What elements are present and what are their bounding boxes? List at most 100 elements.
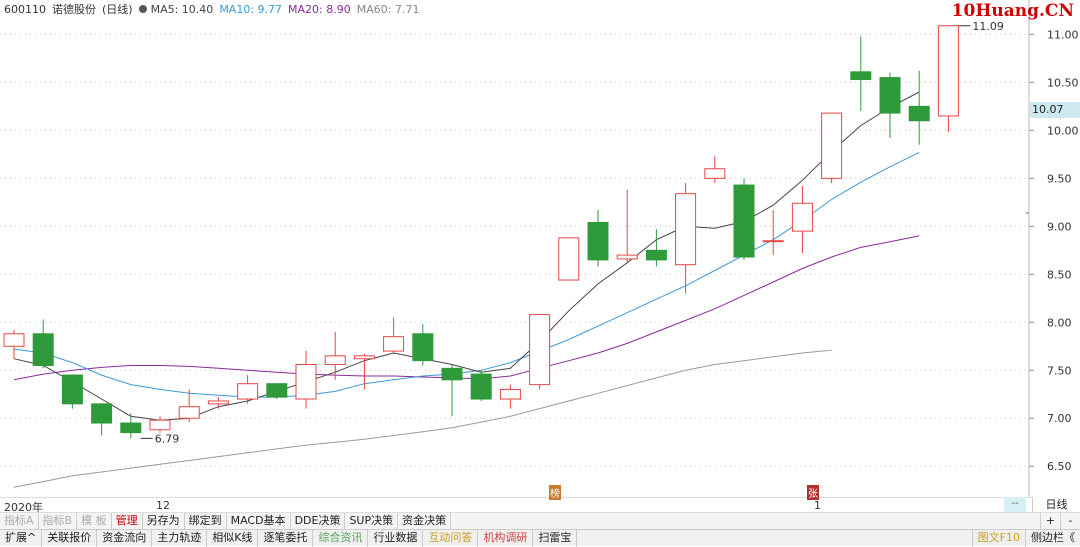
ma5-label: MA5: 10.40 [138,3,213,16]
tab-f10[interactable]: 图文F10 [971,529,1025,547]
tab-tick-orders[interactable]: 逐笔委托 [258,529,314,547]
tab-indicator-b[interactable]: 指标B [39,512,78,530]
tab-related-quotes[interactable]: 关联报价 [42,529,98,547]
marker-bang[interactable]: 榜 [549,485,561,500]
tab-similar-k[interactable]: 相似K线 [207,529,259,547]
y-tick-label: 6.50 [1047,460,1072,473]
marker-zhang[interactable]: 张 [807,485,819,500]
candle[interactable] [558,237,580,281]
y-tick-label: 7.50 [1047,364,1072,377]
candle[interactable] [412,324,434,366]
candle[interactable] [470,370,492,401]
price-annotation: 11.09 [958,20,1004,33]
candle[interactable] [383,317,405,353]
candle[interactable] [616,189,638,263]
annotations: 6.79 11.09 [140,20,1004,445]
y-tick-label: 8.50 [1047,268,1072,281]
tab-sidebar[interactable]: 侧边栏《 [1025,529,1080,547]
tab-macd[interactable]: MACD基本 [227,512,291,530]
candle[interactable] [237,375,259,404]
ma60-label: MA60: 7.71 [356,2,420,16]
candle[interactable] [587,210,609,267]
tab-main-track[interactable]: 主力轨迹 [152,529,208,547]
candle[interactable] [499,384,521,409]
candle[interactable] [91,403,113,436]
watermark: 10Huang.CN [951,1,1074,21]
candle[interactable] [441,364,463,417]
tab-qa[interactable]: 互动问答 [423,529,479,547]
ma10-label: MA10: 9.77 [219,2,283,16]
zoom-controls: + - [1040,512,1080,530]
ma5-dot-icon [138,4,147,13]
y-tick-label: 8.00 [1047,316,1072,329]
candle[interactable] [3,329,25,359]
tab-industry-data[interactable]: 行业数据 [368,529,424,547]
tab-expand[interactable]: 扩展^ [0,529,43,547]
candle[interactable] [850,36,872,112]
candle[interactable] [178,389,200,423]
tab-institution[interactable]: 机构调研 [478,529,534,547]
candle[interactable] [645,229,667,267]
candle[interactable] [32,319,54,369]
period-selector[interactable]: 日线 [1032,497,1080,512]
tab-mine-sweeper[interactable]: 扫雷宝 [533,529,578,547]
svg-text:6.79: 6.79 [155,432,180,445]
candle[interactable] [821,112,843,184]
candle[interactable] [937,25,959,133]
stock-name: 诺德股份 [52,3,96,16]
tab-news[interactable]: 综合资讯 [313,529,369,547]
tab-manage[interactable]: 管理 [112,512,143,530]
candle[interactable] [149,416,171,433]
date-label-year: 2020年 [4,501,43,514]
current-price-label: 10.07 [1030,102,1080,118]
candle[interactable] [295,351,317,409]
candles[interactable] [3,25,959,439]
price-axis: 11.00 10.50 10.00 9.50 9.00 8.50 8.00 7.50 7.00 6… [1026,0,1079,512]
tab-indicator-a[interactable]: 指标A [0,512,39,530]
y-tick-label: 7.00 [1047,412,1072,425]
candle[interactable] [207,397,229,409]
candle[interactable] [61,374,83,409]
tab-fund[interactable]: 资金决策 [398,512,452,530]
date-label-jan: 1 [814,499,821,512]
ma20-label: MA20: 8.90 [288,2,351,16]
candle[interactable] [266,383,288,400]
grid-layer [0,33,1028,467]
candle[interactable] [791,186,813,254]
tab-fund-flow[interactable]: 资金流向 [97,529,153,547]
tab-dde[interactable]: DDE决策 [291,512,346,530]
candle[interactable] [908,70,930,145]
y-tick-label: 9.50 [1047,172,1072,185]
tab-sup[interactable]: SUP决策 [345,512,399,530]
bottom-right-tabs: 图文F10 侧边栏《 [971,529,1080,547]
ma5-line [13,91,920,421]
tab-bind-to[interactable]: 绑定到 [185,512,227,530]
zoom-out-button[interactable]: - [1060,512,1080,530]
candle[interactable] [529,314,551,390]
tab-save-as[interactable]: 另存为 [143,512,185,530]
chart-header: 600110 诺德股份 (日线) MA5: 10.40 MA10: 9.77 M… [0,0,960,18]
candle[interactable] [704,156,726,184]
candle[interactable] [353,353,375,390]
ma20-line [13,235,920,381]
candle[interactable] [733,178,755,260]
tab-template[interactable]: 模 板 [77,512,112,530]
svg-text:11.09: 11.09 [972,20,1004,33]
candle[interactable] [762,210,784,256]
period-text: (日线) [102,3,133,16]
y-tick-label: 10.50 [1047,76,1079,89]
bottom-tabs: 扩展^ 关联报价 资金流向 主力轨迹 相似K线 逐笔委托 综合资讯 行业数据 互… [0,529,1080,547]
y-tick-label: 9.00 [1047,220,1072,233]
candle[interactable] [675,183,697,294]
candle[interactable] [324,331,346,380]
date-axis: 2020年 12 1 榜 张 [0,485,1032,514]
candle[interactable] [120,413,142,439]
price-annotation: 6.79 [140,432,180,445]
zoom-in-button[interactable]: + [1040,512,1060,530]
date-label-dec: 12 [156,499,170,512]
candle[interactable] [879,72,901,139]
ma60-line [13,349,832,488]
scroll-indicator[interactable]: -- [1004,497,1026,512]
indicator-toolbar: 指标A 指标B 模 板 管理 另存为 绑定到 MACD基本 DDE决策 SUP决… [0,512,1080,530]
